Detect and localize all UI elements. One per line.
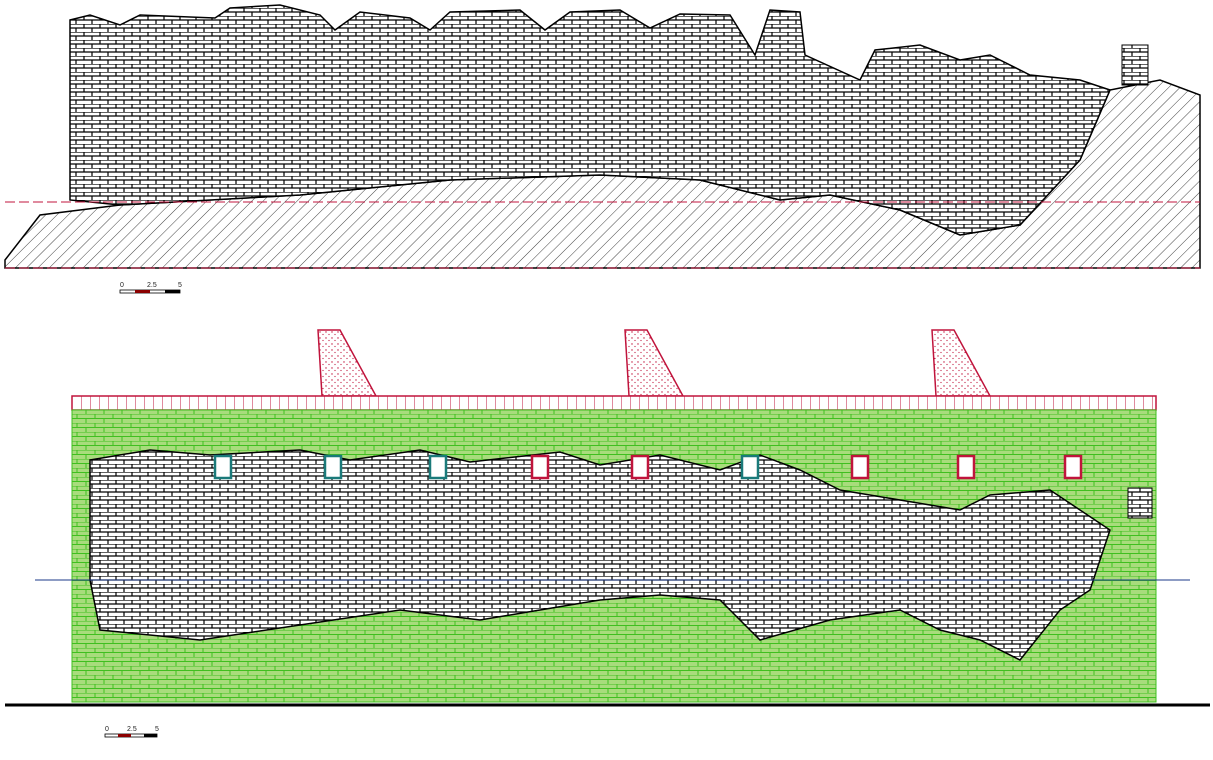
lower-elevation (5, 329, 1210, 707)
scale-label: 2.5 (127, 726, 137, 733)
upper-section (4, 4, 1201, 269)
buttress (624, 329, 685, 397)
parapet (71, 395, 1157, 411)
buttress (317, 329, 378, 397)
scale-label: 5 (178, 282, 182, 289)
scale-bar: 0 2.5 5 (104, 726, 159, 738)
scale-label: 2.5 (147, 282, 157, 289)
buttress (931, 329, 992, 397)
scale-label: 5 (155, 726, 159, 733)
original-masonry (89, 449, 1111, 661)
windows (213, 454, 1083, 480)
wall-mass (69, 4, 1112, 236)
original-masonry (1127, 487, 1153, 519)
tower (1121, 44, 1149, 86)
scale-label: 0 (120, 282, 124, 289)
scale-bar: 0 2.5 5 (119, 282, 182, 294)
scale-label: 0 (105, 726, 109, 733)
